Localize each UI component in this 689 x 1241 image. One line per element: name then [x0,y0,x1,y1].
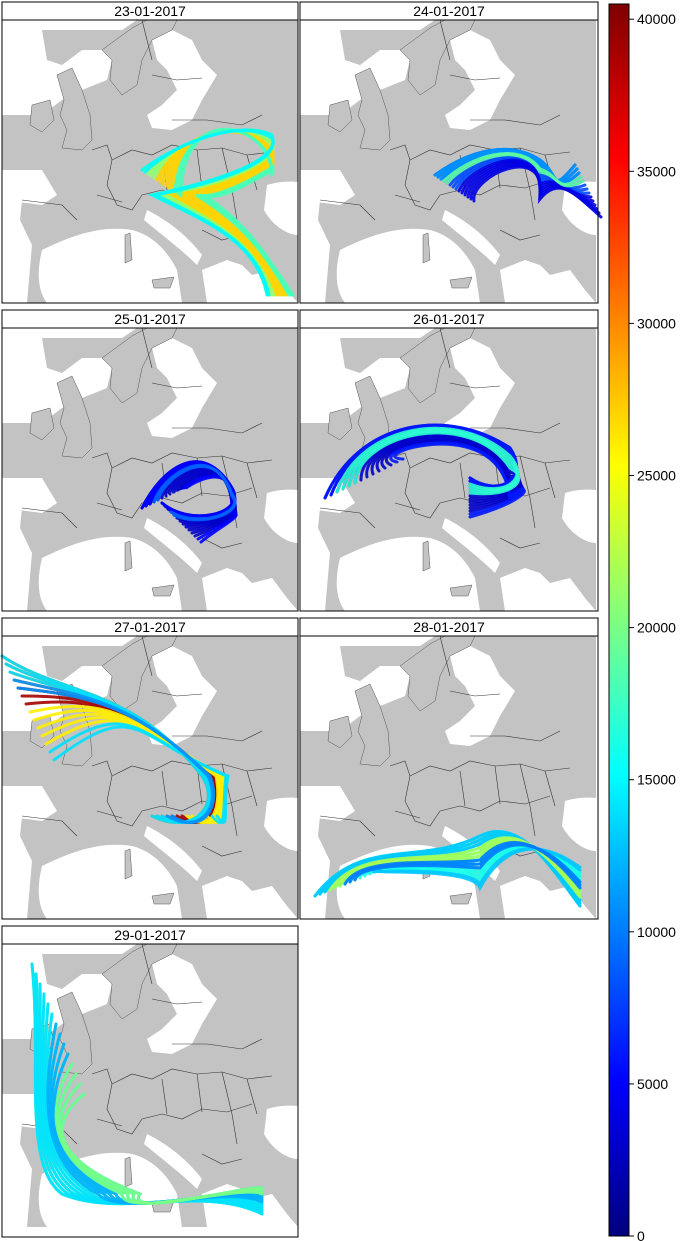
trajectory-line [353,843,582,884]
panel-29-01-2017: 29-01-2017 [1,925,299,1238]
trajectory-layer [30,962,264,1216]
colorbar-tick-label: 10000 [637,924,676,940]
trajectory-layer [323,423,526,519]
trajectory-layer [433,147,603,219]
trajectory-layer [0,654,230,824]
trajectory-line [60,1092,264,1205]
colorbar-tick-label: 15000 [637,772,676,788]
panel-date: 26-01-2017 [413,311,485,327]
altitude-colorbar: 0 5000 10000 15000 20000 25000 30000 35000 40000 [608,3,676,1241]
trajectory-layer [140,460,238,544]
panel-26-01-2017: 26-01-2017 [299,309,599,612]
colorbar-tick-label: 30000 [637,315,676,331]
trajectory-line [376,847,582,892]
panel-23-01-2017: 23-01-2017 [1,1,299,304]
panel-27-01-2017: 27-01-2017 [0,617,299,920]
trajectory-line [445,153,585,188]
trajectory-line [433,147,577,183]
colorbar-tick-label: 0 [637,1228,645,1241]
trajectory-layer [140,127,295,297]
map-area [1,943,299,1238]
map-area [299,635,599,920]
trajectory-line [472,165,603,219]
map-area [1,327,299,612]
panel-date: 29-01-2017 [114,927,186,943]
colorbar-tick-label: 20000 [637,620,676,636]
trajectory-layer [313,829,582,908]
panel-date: 24-01-2017 [413,3,485,19]
trajectory-line [353,431,521,496]
trajectory-line [143,129,275,297]
trajectory-line [156,465,237,522]
panel-25-01-2017: 25-01-2017 [1,309,299,612]
panel-date: 23-01-2017 [114,3,186,19]
panel-date: 25-01-2017 [114,311,186,327]
colorbar-tick-label: 25000 [637,468,676,484]
panel-24-01-2017: 24-01-2017 [299,1,603,304]
colorbar-tick-label: 40000 [637,11,676,27]
panel-date: 28-01-2017 [413,619,485,635]
trajectory-line [16,686,216,824]
trajectory-line [393,442,526,519]
panel-28-01-2017: 28-01-2017 [299,617,599,920]
colorbar-tick-label: 5000 [637,1076,668,1092]
panel-date: 27-01-2017 [114,619,186,635]
trajectory-line [179,127,295,297]
colorbar-tick-label: 35000 [637,163,676,179]
map-area [299,19,603,304]
map-area [299,327,599,612]
map-area [1,19,299,304]
colorbar-scale [608,3,630,1237]
colorbar-ticks: 0 5000 10000 15000 20000 25000 30000 35000 40000 [629,11,676,1241]
map-area [0,635,299,920]
